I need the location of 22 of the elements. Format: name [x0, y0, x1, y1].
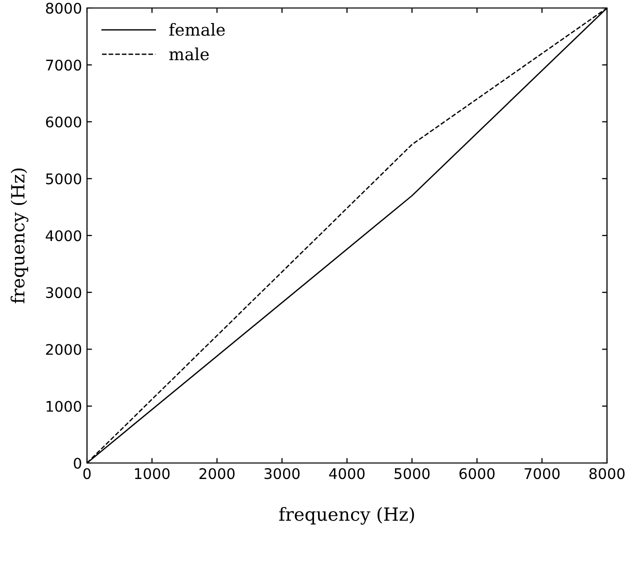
x-axis-title: frequency (Hz): [279, 506, 414, 525]
x-tick-label: 0: [83, 468, 91, 480]
x-tick-label: 6000: [459, 468, 495, 480]
y-tick-label: 3000: [46, 287, 82, 298]
y-tick-label: 8000: [46, 2, 82, 14]
x-tick-label: 3000: [264, 468, 300, 480]
y-tick-label: 0: [74, 458, 82, 469]
y-axis-title: frequency (Hz): [10, 168, 28, 304]
x-tick-label: 2000: [200, 468, 235, 480]
legend-label: male: [169, 47, 209, 60]
y-tick-label: 6000: [46, 116, 82, 128]
y-tick-label: 1000: [46, 400, 82, 412]
y-tick-label: 7000: [46, 60, 82, 71]
y-tick-label: 2000: [46, 344, 82, 355]
x-tick-label: 5000: [394, 468, 430, 480]
x-tick-label: 4000: [329, 468, 365, 480]
x-tick-label: 1000: [135, 468, 170, 480]
x-tick-label: 8000: [589, 468, 625, 480]
y-tick-label: 4000: [46, 230, 82, 242]
y-tick-label: 5000: [46, 173, 82, 184]
legend-label: female: [169, 23, 225, 36]
x-tick-label: 7000: [524, 468, 560, 480]
